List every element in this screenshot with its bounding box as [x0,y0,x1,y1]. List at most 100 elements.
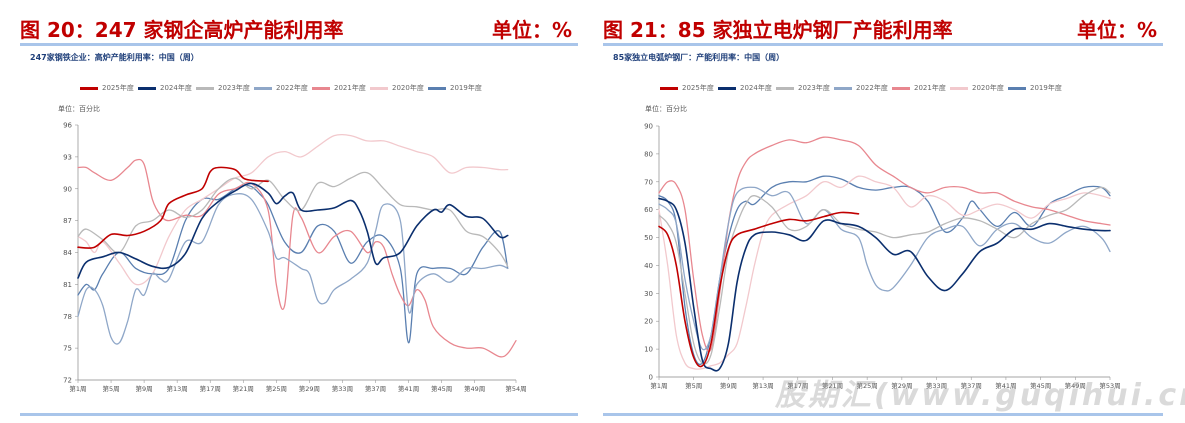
right-xtick-label: 第33周 [926,381,947,390]
left-xtick-label: 第49周 [464,384,485,393]
left-header: 图 20：247 家钢企高炉产能利用率 单位：% [20,10,578,42]
right-series-line [658,136,1111,353]
left-ytick-label: 75 [63,345,72,353]
left-series-line [77,158,517,358]
right-ytick-label: 0 [649,374,653,382]
right-legend-label: 2024年度 [740,84,772,92]
right-legend-label: 2022年度 [856,84,888,92]
right-chart-title: 图 21：85 家独立电炉钢厂产能利用率 [603,18,953,42]
right-series-line [658,175,1111,366]
left-xtick-label: 第41周 [398,384,419,393]
right-ytick-label: 70 [644,178,653,186]
left-ytick-label: 87 [63,217,72,225]
left-chart-title: 图 20：247 家钢企高炉产能利用率 [20,18,344,42]
right-legend-label: 2020年度 [972,84,1004,92]
right-ytick-label: 50 [644,234,653,242]
left-legend-label: 2022年度 [276,84,308,92]
left-legend-swatch [138,87,156,90]
left-xtick-label: 第37周 [365,384,386,393]
left-legend-label: 2021年度 [334,84,366,92]
left-legend-swatch [428,87,446,90]
right-legend-swatch [892,87,910,90]
right-xtick-label: 第29周 [891,381,912,390]
right-xtick-label: 第1周 [650,381,667,390]
right-ytick-label: 60 [644,206,653,214]
right-xtick-label: 第45周 [1030,381,1051,390]
right-legend-swatch [776,87,794,90]
left-xtick-label: 第5周 [102,384,119,393]
right-top-rule [603,43,1163,46]
left-plot: 72 75 78 81 84 87 90 93 96 第1周 第5周 第9周 第13周 第17周 第21周 第… [63,122,527,394]
left-legend-label: 2025年度 [102,84,134,92]
right-legend-swatch [950,87,968,90]
left-series-line [77,166,269,249]
watermark: 股期汇(www.guqihui.cn) [775,378,1185,413]
left-xtick-label: 第45周 [431,384,452,393]
left-xtick-label: 第13周 [167,384,188,393]
left-xtick-label: 第17周 [200,384,221,393]
right-series-line [658,211,860,368]
right-xtick-label: 第53周 [1099,381,1120,390]
left-legend-swatch [312,87,330,90]
left-bottom-rule [20,413,578,416]
left-ytick-label: 93 [63,153,72,161]
left-legend-swatch [196,87,214,90]
right-ytick-label: 90 [644,123,653,131]
left-series-line [77,171,509,267]
left-legend-label: 2023年度 [218,84,250,92]
right-chart-subtitle: 85家独立电弧炉钢厂：产能利用率：中国（周） [613,53,785,62]
left-panel: 图 20：247 家钢企高炉产能利用率 单位：% 247家钢铁企业：高炉产能利用… [20,0,578,423]
left-legend-label: 2020年度 [392,84,424,92]
left-ytick-label: 72 [63,377,72,385]
left-series-line [77,193,509,345]
right-xtick-label: 第37周 [961,381,982,390]
right-xtick-label: 第21周 [822,381,843,390]
right-yaxis-label: 单位：百分比 [645,105,687,113]
right-legend-swatch [718,87,736,90]
right-xtick-label: 第17周 [787,381,808,390]
left-legend-swatch [370,87,388,90]
right-legend-swatch [1008,87,1026,90]
left-series-line [77,184,509,344]
right-panel: 图 21：85 家独立电炉钢厂产能利用率 单位：% 85家独立电弧炉钢厂：产能利… [603,0,1163,423]
right-ytick-label: 10 [644,346,653,354]
right-xtick-label: 第41周 [995,381,1016,390]
right-xtick-label: 第49周 [1065,381,1086,390]
right-legend-label: 2019年度 [1030,84,1062,92]
right-series-line [658,186,1111,351]
left-xtick-label: 第21周 [233,384,254,393]
right-bottom-rule [603,413,1163,416]
right-legend-swatch [660,87,678,90]
left-legend-swatch [254,87,272,90]
left-yaxis-label: 单位：百分比 [58,105,100,113]
left-xtick-label: 第33周 [332,384,353,393]
right-legend-label: 2025年度 [682,84,714,92]
right-series-line [658,197,1111,372]
left-xtick-label: 第9周 [136,384,153,393]
left-ytick-label: 78 [63,313,72,321]
left-ytick-label: 90 [63,185,72,193]
left-unit-label: 单位：% [491,18,572,42]
left-series-line [77,182,509,279]
right-plot: 0 10 20 30 40 50 60 70 80 90 第1周 第5周 第9周 第13周 第17周 第21周… [644,123,1121,391]
right-ytick-label: 30 [644,290,653,298]
right-xtick-label: 第5周 [685,381,702,390]
left-top-rule [20,43,578,46]
right-xtick-label: 第25周 [857,381,878,390]
left-legend-label: 2024年度 [160,84,192,92]
right-legend-swatch [834,87,852,90]
left-xtick-label: 第25周 [266,384,287,393]
right-header: 图 21：85 家独立电炉钢厂产能利用率 单位：% [603,10,1163,42]
left-ytick-label: 96 [63,122,72,130]
left-series-line [77,133,509,286]
left-ytick-label: 84 [63,249,72,257]
left-chart-subtitle: 247家钢铁企业：高炉产能利用率：中国（周） [30,53,199,62]
right-unit-label: 单位：% [1076,18,1157,42]
right-ytick-label: 80 [644,150,653,158]
right-ytick-label: 40 [644,262,653,270]
left-xtick-label: 第1周 [69,384,86,393]
right-series-line [658,175,1111,370]
left-legend-swatch [80,87,98,90]
left-legend-label: 2019年度 [450,84,482,92]
right-legend-label: 2021年度 [914,84,946,92]
